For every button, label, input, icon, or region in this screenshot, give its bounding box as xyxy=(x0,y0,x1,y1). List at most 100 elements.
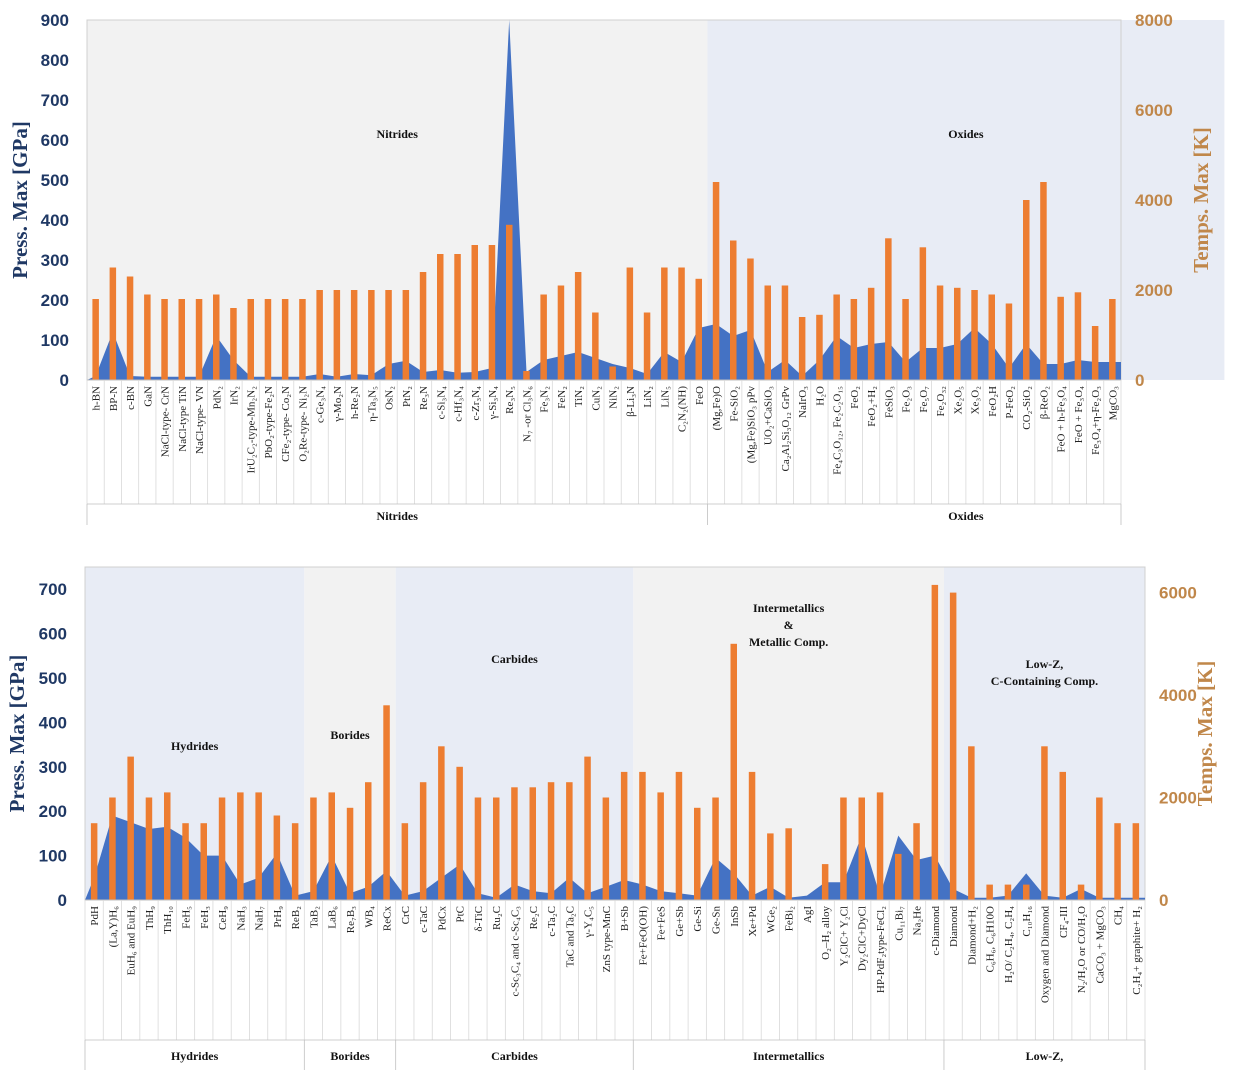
temperature-bar-11 xyxy=(281,299,289,380)
temperature-bar-22 xyxy=(471,245,478,380)
temperature-bar-40 xyxy=(781,285,789,380)
temperature-bar-8 xyxy=(230,308,237,380)
temperature-bar-4 xyxy=(161,299,168,380)
category-label-33: LiN₅ xyxy=(659,386,671,408)
temperature-bar-27 xyxy=(584,756,591,900)
category-label-8: IrN₂ xyxy=(229,386,241,405)
category-label-15: WB₄ xyxy=(363,906,375,928)
category-label-3: ThH₉ xyxy=(144,906,156,930)
group-label-0: Hydrides xyxy=(171,1049,219,1063)
category-label-22: c-Zr₃N₄ xyxy=(470,386,482,421)
temperature-bar-58 xyxy=(1091,326,1099,380)
temperature-bar-59 xyxy=(1109,299,1116,380)
category-label-54: CO₂-SiO₂ xyxy=(1021,386,1033,430)
category-label-45: Na₂He xyxy=(912,906,924,936)
category-label-37: WGe₂ xyxy=(765,906,777,933)
category-label-15: h-Re₂N xyxy=(349,386,361,419)
temperature-bar-45 xyxy=(867,287,875,381)
category-label-39: AgI xyxy=(802,906,814,923)
temperature-bar-38 xyxy=(747,258,754,380)
category-label-16: η-Ta₃N₅ xyxy=(366,386,378,422)
group-label-1: Oxides xyxy=(948,509,984,523)
temperature-bar-25 xyxy=(523,371,530,380)
left-tick-label-9: 900 xyxy=(41,11,69,30)
temperature-bar-4 xyxy=(164,792,171,900)
category-label-32: LiN₂ xyxy=(642,386,654,408)
left-tick-label-4: 400 xyxy=(39,713,67,732)
left-tick-label-4: 400 xyxy=(41,211,69,230)
category-label-30: NiN₂ xyxy=(608,386,620,409)
category-label-23: c-Sc₃C₄ and c-Sc₄C₃ xyxy=(510,906,522,997)
category-label-22: Ru₂C xyxy=(491,906,503,930)
temperature-bar-54 xyxy=(1023,200,1030,380)
temperature-bar-12 xyxy=(310,797,317,900)
category-label-49: Fe₂O₃₂ xyxy=(935,386,947,417)
temperature-bar-0 xyxy=(92,299,99,380)
temperature-bar-10 xyxy=(273,815,281,900)
left-tick-label-0: 0 xyxy=(58,891,67,910)
category-label-30: Fe+FeO(OH) xyxy=(637,906,649,966)
temperature-bar-35 xyxy=(730,643,737,900)
category-label-36: Xe+Pd xyxy=(747,906,759,937)
category-label-21: c-Hf₃N₄ xyxy=(453,386,465,422)
temperature-bar-55 xyxy=(1096,797,1103,900)
category-label-55: CaCO₃ + MgCO₃ xyxy=(1094,906,1106,984)
region-title-4-1: C-Containing Comp. xyxy=(991,674,1098,688)
temperature-bar-5 xyxy=(182,823,189,900)
temperature-bar-13 xyxy=(316,290,323,380)
category-label-18: c-TaC xyxy=(418,906,430,933)
temperature-bar-57 xyxy=(1132,823,1140,900)
temperature-bar-35 xyxy=(695,278,702,381)
category-label-5: FeH₅ xyxy=(181,906,193,929)
category-label-35: InSb xyxy=(729,906,741,927)
temperature-bar-39 xyxy=(764,285,771,380)
temperature-bar-55 xyxy=(1040,182,1047,380)
category-label-55: β-ReO₂ xyxy=(1039,386,1051,419)
category-label-10: PbO₂-type-Fe₂N xyxy=(263,386,275,458)
temperature-bar-49 xyxy=(936,285,944,380)
temperature-bar-17 xyxy=(385,290,392,380)
temperature-bar-19 xyxy=(438,746,445,900)
category-label-39: UO₂+CaSiO₃ xyxy=(763,386,775,445)
temperature-bar-28 xyxy=(574,272,582,380)
temperature-bar-18 xyxy=(419,782,427,900)
temperature-bar-36 xyxy=(712,182,720,380)
temperature-bar-7 xyxy=(218,797,226,900)
temperature-bar-54 xyxy=(1077,884,1085,900)
temperature-bar-18 xyxy=(402,290,410,380)
category-label-3: GaN xyxy=(142,386,154,407)
temperature-bar-16 xyxy=(368,290,375,380)
right-tick-label-2: 4000 xyxy=(1159,686,1197,705)
group-label-4: Low-Z, xyxy=(1026,1049,1064,1063)
category-label-11: CFe₂-type- Co₂N xyxy=(280,386,292,462)
temperature-bar-29 xyxy=(620,771,628,900)
temperature-bar-51 xyxy=(1023,884,1030,900)
temperature-bar-27 xyxy=(557,285,565,380)
temperature-bar-57 xyxy=(1074,292,1082,381)
category-label-38: FeBi₂ xyxy=(784,906,796,931)
temperature-bar-56 xyxy=(1057,296,1064,381)
category-label-11: ReB₂ xyxy=(290,906,302,930)
temperature-bar-24 xyxy=(506,224,513,381)
category-label-41: NaIrO₃ xyxy=(797,386,809,418)
temperature-bar-26 xyxy=(566,782,573,900)
temperature-bar-36 xyxy=(748,771,756,900)
temperature-bar-15 xyxy=(365,782,372,900)
temperature-bar-31 xyxy=(626,267,634,380)
category-label-16: ReCx xyxy=(382,906,394,932)
temperature-bar-53 xyxy=(1005,303,1013,380)
region-title-3-1: & xyxy=(784,618,794,632)
category-label-7: PdN₂ xyxy=(211,386,223,410)
category-label-54: N₂/H₂O or CO/H₂O xyxy=(1076,906,1088,993)
left-axis-title: Press. Max [GPa] xyxy=(5,655,29,813)
category-label-2: EuH₆ and EuH₉ xyxy=(126,906,138,976)
region-title-1-0: Oxides xyxy=(948,127,984,141)
category-label-35: FeO xyxy=(694,386,706,405)
temperature-bar-28 xyxy=(602,797,610,900)
category-label-38: (Mg,Fe)SiO₃ pPv xyxy=(746,386,758,464)
left-tick-label-3: 300 xyxy=(41,251,69,270)
category-label-56: FeO + h-Fe₃O₄ xyxy=(1056,386,1068,453)
category-label-32: Ge+Sb xyxy=(674,906,686,937)
temperature-bar-50 xyxy=(1004,884,1012,900)
